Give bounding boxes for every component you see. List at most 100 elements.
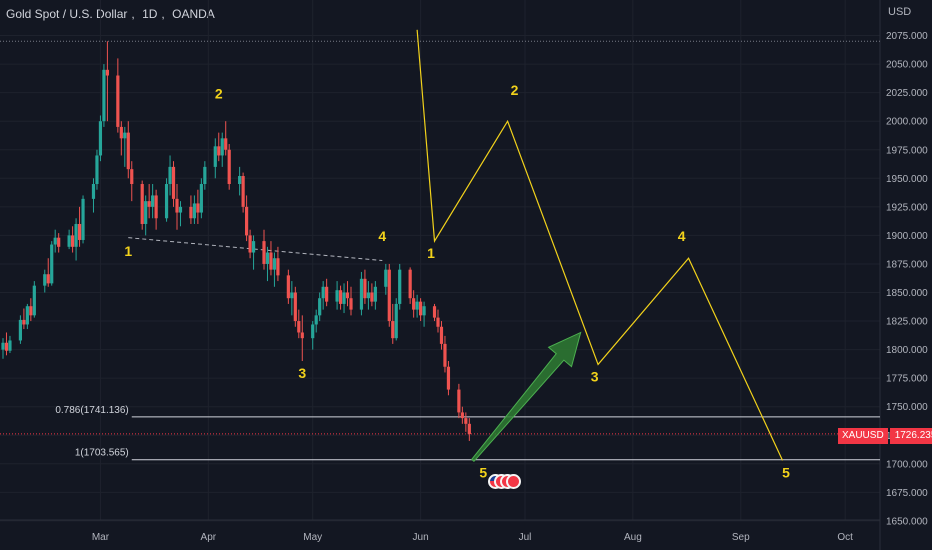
candle-body — [321, 286, 325, 299]
candle-body — [467, 423, 471, 435]
candle-body — [338, 290, 343, 304]
exchange-label: OANDA — [172, 7, 215, 21]
price-tag-symbol: XAUUSD — [838, 428, 888, 444]
events-flags[interactable] — [488, 474, 521, 489]
price-tick: 1775.000 — [886, 374, 928, 385]
candle-body — [123, 132, 127, 139]
candle-body — [77, 223, 82, 240]
candle-body — [245, 206, 249, 236]
candle-body — [422, 306, 426, 316]
axis-currency[interactable]: USD — [888, 6, 912, 18]
candle-body — [164, 184, 169, 219]
candle-body — [126, 132, 130, 170]
candle-body — [436, 317, 440, 327]
candle-body — [224, 138, 228, 150]
price-tick: 1675.000 — [886, 488, 928, 499]
candle-body — [412, 298, 416, 310]
candle-body — [251, 241, 256, 253]
candle-body — [199, 184, 203, 213]
time-tick: Jul — [519, 532, 532, 543]
candle-body — [241, 176, 245, 207]
candle-body — [189, 206, 193, 219]
candle-body — [391, 321, 395, 339]
candle-body — [8, 340, 12, 351]
candle-body — [314, 315, 318, 325]
price-tick: 2025.000 — [886, 88, 928, 99]
candle-body — [196, 203, 200, 213]
interval-label[interactable]: 1D — [142, 7, 158, 21]
candle-body — [366, 292, 370, 299]
wave-label: 5 — [479, 465, 487, 481]
candle-body — [175, 198, 179, 213]
candle-body — [457, 389, 461, 413]
candle-body — [57, 237, 61, 247]
event-marker-icon[interactable] — [506, 474, 521, 489]
candle-body — [217, 146, 221, 156]
price-tick: 1825.000 — [886, 317, 928, 328]
candle-body — [342, 292, 346, 304]
candle-body — [269, 252, 273, 270]
candle-body — [415, 301, 419, 310]
candle-body — [272, 258, 277, 270]
candle-body — [293, 292, 297, 322]
candle-body — [53, 237, 57, 245]
wave-label: 3 — [591, 369, 599, 385]
candle-body — [363, 278, 367, 299]
price-tick: 2075.000 — [886, 31, 928, 42]
candle-body — [349, 298, 353, 310]
candle-body — [32, 285, 36, 316]
bullish-arrow — [470, 331, 582, 463]
candle-body — [276, 258, 280, 276]
price-tick: 1925.000 — [886, 202, 928, 213]
candle-body — [238, 176, 242, 185]
candle-body — [67, 235, 71, 247]
candle-body — [297, 321, 301, 333]
title-sep-2: , — [161, 7, 165, 21]
candle-body — [140, 184, 144, 224]
wave-label: 4 — [678, 228, 686, 244]
price-tick: 1975.000 — [886, 145, 928, 156]
wave-label: 3 — [298, 365, 306, 381]
candle-body — [248, 235, 252, 253]
candle-body — [446, 366, 451, 390]
candle-body — [394, 303, 398, 339]
candle-body — [213, 146, 217, 167]
candle-body — [464, 418, 468, 424]
candle-body — [398, 269, 402, 304]
candle-body — [91, 184, 96, 199]
candle-body — [432, 306, 437, 318]
time-tick: Apr — [201, 532, 217, 543]
title-sep-1: , — [131, 7, 135, 21]
candle-body — [227, 149, 231, 185]
candle-body — [290, 292, 294, 299]
price-tick: 1850.000 — [886, 288, 928, 299]
candle-body — [178, 206, 183, 213]
candle-body — [359, 278, 364, 310]
symbol-name: Gold Spot / U.S. Dollar — [6, 7, 128, 21]
candle-body — [98, 121, 103, 156]
candle-body — [384, 269, 388, 287]
time-tick: Sep — [732, 532, 750, 543]
candle-body — [439, 326, 444, 344]
candle-body — [154, 195, 158, 219]
candle-body — [345, 292, 350, 299]
fib-label: 0.786(1741.136) — [55, 405, 128, 416]
candle-body — [370, 292, 374, 302]
candle-body — [373, 286, 377, 302]
candle-body — [18, 319, 22, 341]
candle-body — [22, 319, 26, 325]
time-tick: Mar — [92, 532, 110, 543]
candle-body — [130, 169, 134, 185]
candle-body — [81, 198, 85, 240]
candle-body — [408, 269, 412, 299]
candle-body — [43, 274, 47, 286]
price-tick: 2000.000 — [886, 117, 928, 128]
candle-body — [25, 306, 29, 325]
candle-body — [203, 166, 207, 185]
candle-body — [95, 155, 99, 185]
candle-body — [262, 241, 266, 264]
price-tick: 2050.000 — [886, 60, 928, 71]
candle-body — [300, 332, 304, 339]
price-tick: 1900.000 — [886, 231, 928, 242]
